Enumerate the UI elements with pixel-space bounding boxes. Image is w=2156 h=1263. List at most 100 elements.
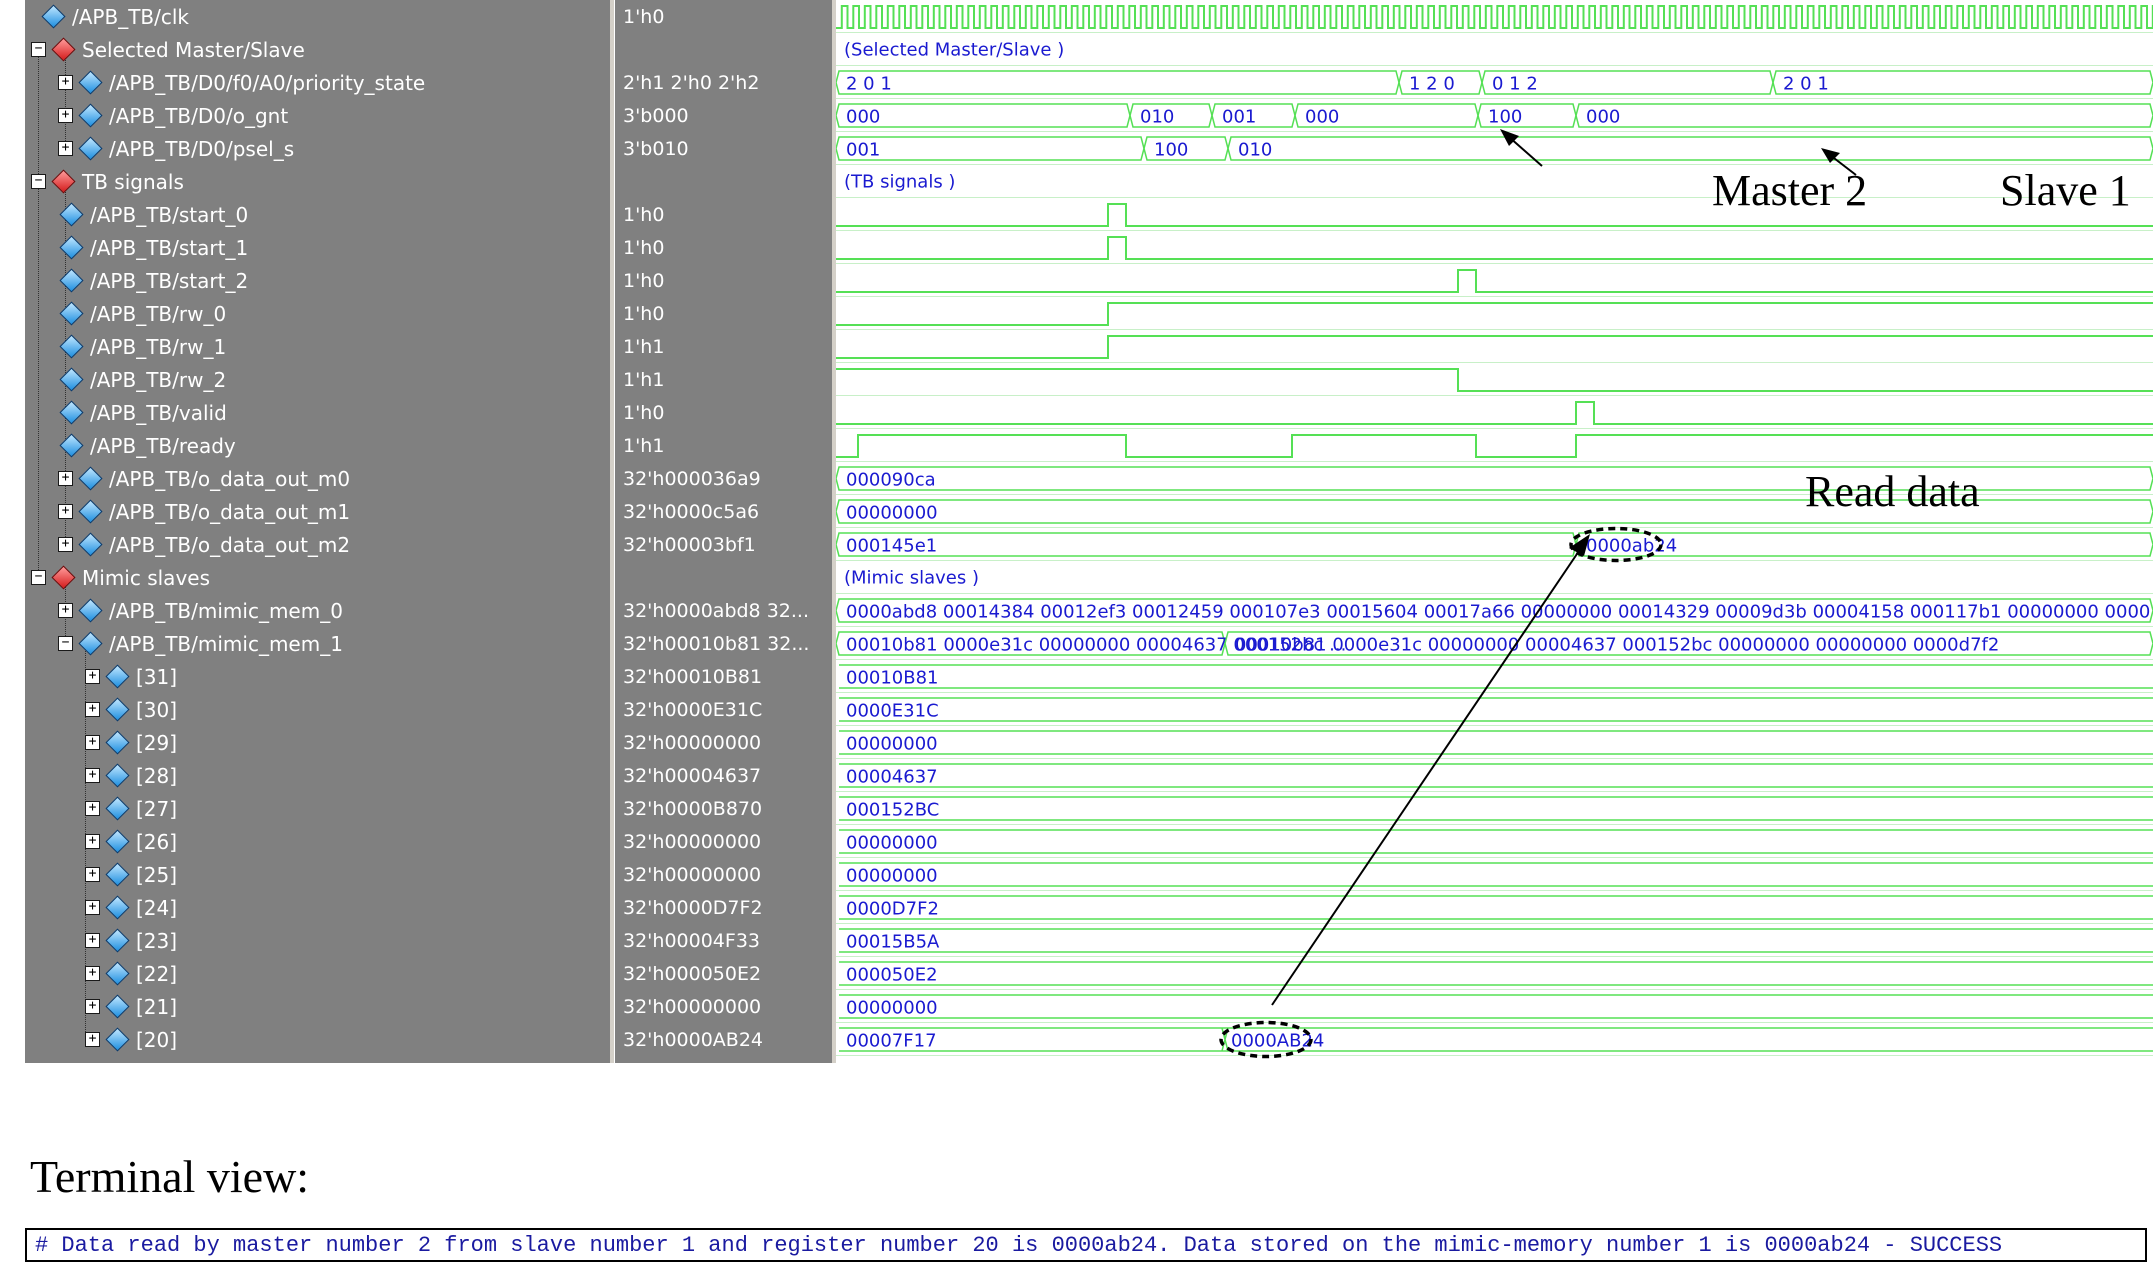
signal-row[interactable]: + /APB_TB/mimic_mem_0 (58, 594, 343, 627)
signal-name: /APB_TB/clk (72, 4, 190, 29)
panel-splitter[interactable] (832, 0, 836, 1063)
signal-row[interactable]: /APB_TB/ready (58, 429, 236, 462)
signal-row[interactable]: /APB_TB/clk (40, 0, 189, 33)
signal-row[interactable]: /APB_TB/valid (58, 396, 227, 429)
signal-group[interactable]: − Mimic slaves (31, 561, 210, 594)
expand-icon[interactable]: + (85, 768, 100, 783)
signal-name: /APB_TB/start_2 (90, 268, 249, 293)
signal-diamond-icon (58, 235, 84, 261)
psel-bus-value: 100 (1154, 140, 1188, 161)
gnt-bus-value: 100 (1488, 107, 1522, 128)
signal-name: Mimic slaves (82, 565, 210, 590)
expand-icon[interactable]: + (58, 537, 73, 552)
expand-icon[interactable]: + (58, 75, 73, 90)
signal-row[interactable]: + [26] (85, 825, 177, 858)
signal-row[interactable]: − /APB_TB/mimic_mem_1 (58, 627, 343, 660)
expand-icon[interactable]: + (85, 999, 100, 1014)
mem-register-value: 00000000 (846, 833, 938, 854)
panel-splitter[interactable] (610, 0, 614, 1063)
signal-name: /APB_TB/rw_1 (90, 334, 227, 359)
psel-bus-value: 010 (1238, 140, 1272, 161)
signal-row[interactable]: + /APB_TB/D0/psel_s (58, 132, 294, 165)
mem-register-bus (839, 763, 2153, 788)
signal-row[interactable]: + [31] (85, 660, 177, 693)
signal-name: [23] (136, 928, 178, 953)
signal-diamond-icon (104, 664, 130, 690)
signal-row[interactable]: + [29] (85, 726, 177, 759)
signal-row[interactable]: + /APB_TB/D0/f0/A0/priority_state (58, 66, 425, 99)
annotation-slave: Slave 1 (2000, 166, 2131, 215)
expand-icon[interactable]: + (58, 504, 73, 519)
signal-row[interactable]: + [22] (85, 957, 177, 990)
signal-value: 32'h0000B870 (623, 797, 763, 820)
signal-row[interactable]: + [25] (85, 858, 177, 891)
signal-row[interactable]: + /APB_TB/D0/o_gnt (58, 99, 288, 132)
expand-icon[interactable]: + (58, 471, 73, 486)
expand-icon[interactable]: + (85, 735, 100, 750)
expand-icon[interactable]: + (85, 834, 100, 849)
signal-value: 32'h00010b81 32... (623, 632, 810, 655)
signal-value: 1'h0 (623, 5, 665, 28)
collapse-icon[interactable]: − (31, 174, 46, 189)
signal-group[interactable]: − TB signals (31, 165, 184, 198)
gnt-bus-segment (1129, 103, 1213, 128)
collapse-icon[interactable]: − (31, 570, 46, 585)
signal-row[interactable]: /APB_TB/rw_0 (58, 297, 226, 330)
expand-icon[interactable]: + (85, 702, 100, 717)
mem-register-value: 000152BC (846, 800, 939, 821)
signal-row[interactable]: + [21] (85, 990, 177, 1023)
gnt-bus-segment (1477, 103, 1577, 128)
gnt-bus-value: 001 (1222, 107, 1256, 128)
mem-register-bus (839, 895, 2153, 920)
signal-name: [20] (136, 1027, 178, 1052)
expand-icon[interactable]: + (85, 966, 100, 981)
psel-bus-segment (836, 136, 1145, 161)
expand-icon[interactable]: + (85, 900, 100, 915)
signal-row[interactable]: + [23] (85, 924, 177, 957)
signal-row[interactable]: + [30] (85, 693, 177, 726)
expand-icon[interactable]: + (85, 669, 100, 684)
signal-diamond-icon (40, 4, 66, 30)
signal-name: TB signals (82, 169, 184, 194)
signal-row[interactable]: /APB_TB/rw_1 (58, 330, 226, 363)
expand-icon[interactable]: + (85, 1032, 100, 1047)
signal-name: [29] (136, 730, 178, 755)
signal-group[interactable]: − Selected Master/Slave (31, 33, 305, 66)
signal-row[interactable]: + /APB_TB/o_data_out_m2 (58, 528, 350, 561)
signal-diamond-icon (77, 598, 103, 624)
mem-register-value: 00000000 (846, 866, 938, 887)
signal-row[interactable]: + [27] (85, 792, 177, 825)
tree-guide-line (65, 49, 66, 149)
mem-register-value: 0000D7F2 (846, 899, 939, 920)
mem-register-bus (839, 1027, 2153, 1052)
expand-icon[interactable]: + (85, 867, 100, 882)
expand-icon[interactable]: + (58, 141, 73, 156)
signal-row[interactable]: /APB_TB/rw_2 (58, 363, 226, 396)
signal-row[interactable]: + /APB_TB/o_data_out_m1 (58, 495, 350, 528)
data-out-m1-bus-value: 00000000 (846, 503, 938, 524)
start0-waveform (836, 203, 2153, 227)
signal-name: [30] (136, 697, 178, 722)
waveform-canvas[interactable]: (Selected Master/Slave ) (TB signals ) (Mi… (836, 0, 2153, 1063)
collapse-icon[interactable]: − (31, 42, 46, 57)
signal-name: /APB_TB/D0/f0/A0/priority_state (109, 70, 426, 95)
signal-row[interactable]: + [24] (85, 891, 177, 924)
collapse-icon[interactable]: − (58, 636, 73, 651)
signal-row[interactable]: /APB_TB/start_2 (58, 264, 248, 297)
signal-row[interactable]: + /APB_TB/o_data_out_m0 (58, 462, 350, 495)
expand-icon[interactable]: + (58, 603, 73, 618)
signal-name: /APB_TB/rw_0 (90, 301, 227, 326)
arrow-shaft (1271, 547, 1582, 1006)
psel-bus-segment (1227, 136, 2153, 161)
expand-icon[interactable]: + (85, 933, 100, 948)
signal-row[interactable]: /APB_TB/start_0 (58, 198, 248, 231)
signal-names-panel: /APB_TB/clk − Selected Master/Slave + /APB_T… (25, 0, 610, 1063)
signal-value (623, 561, 828, 594)
expand-icon[interactable]: + (58, 108, 73, 123)
signal-row[interactable]: + [20] (85, 1023, 177, 1056)
signal-row[interactable]: + [28] (85, 759, 177, 792)
expand-icon[interactable]: + (85, 801, 100, 816)
mem-register-bus (839, 961, 2153, 986)
signal-row[interactable]: /APB_TB/start_1 (58, 231, 248, 264)
gnt-bus-value: 000 (846, 107, 880, 128)
